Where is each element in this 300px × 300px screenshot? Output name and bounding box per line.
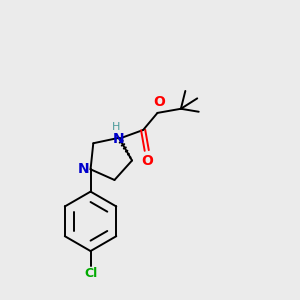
Text: O: O — [141, 154, 153, 168]
Text: O: O — [153, 95, 165, 109]
Text: N: N — [113, 132, 124, 145]
Text: H: H — [112, 122, 120, 132]
Text: Cl: Cl — [84, 267, 97, 280]
Text: N: N — [78, 162, 90, 176]
